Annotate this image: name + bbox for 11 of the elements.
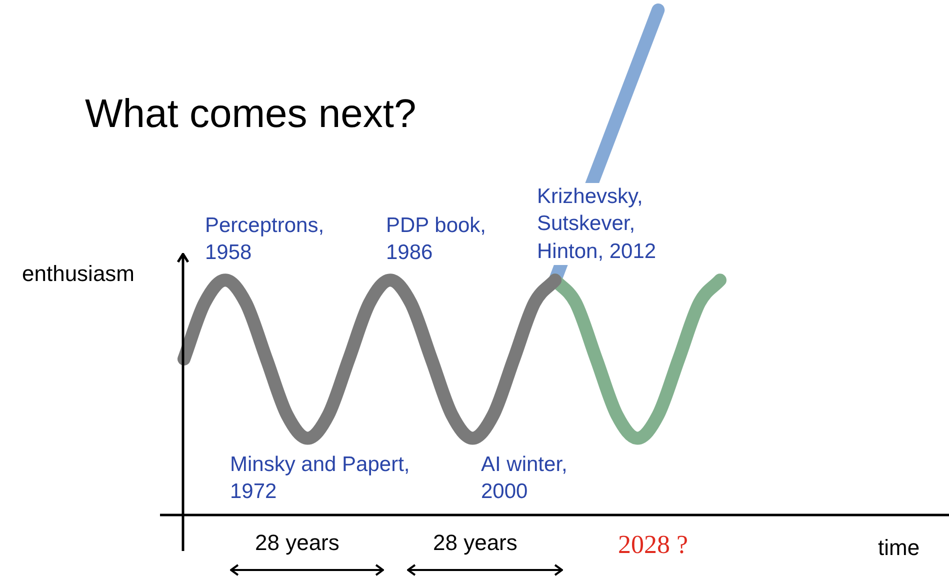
text: time: [878, 534, 920, 562]
annotation: AI winter, 2000: [481, 452, 568, 506]
annotation: Minsky and Papert, 1972: [230, 452, 411, 506]
annotation: Perceptrons, 1958: [205, 213, 326, 266]
text: 28 years: [255, 529, 340, 557]
text: What comes next?: [85, 91, 416, 138]
annotation: PDP book, 1986: [386, 213, 488, 266]
annotation: Krizhevsky, Sutskever, Hinton, 2012: [537, 183, 682, 265]
y-axis-title: enthusiasm: [22, 260, 135, 288]
text: 2028 ?: [618, 529, 688, 561]
text: 28 years: [433, 529, 518, 557]
